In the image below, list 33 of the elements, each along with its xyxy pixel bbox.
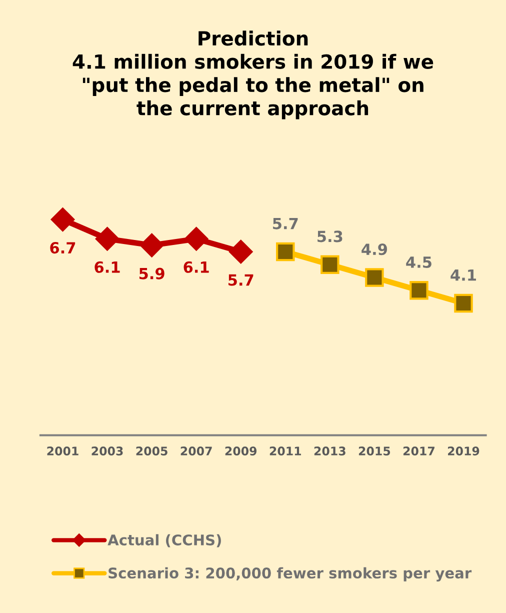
point	[454, 294, 473, 313]
data-label: 6.1	[94, 261, 120, 273]
x-tick-label: 2009	[225, 446, 257, 456]
point	[410, 280, 428, 300]
point	[50, 208, 75, 232]
chart-title: Prediction 4.1 million smokers in 2019 if we "put the pedal to the metal" on the current approach	[72, 30, 434, 120]
data-label: 4.1	[450, 269, 476, 281]
x-tick-label: 2011	[270, 446, 301, 456]
point	[140, 233, 164, 258]
legend-label: Scenario 3: 200,000 fewer smokers per year	[108, 567, 472, 582]
point	[365, 268, 384, 287]
data-label: 5.7	[228, 274, 254, 286]
point	[276, 242, 295, 262]
x-tick-label: 2005	[136, 446, 168, 456]
x-tick-label: 2003	[92, 446, 123, 456]
data-label: 6.1	[184, 261, 209, 273]
x-tick-label: 2001	[47, 446, 78, 456]
x-tick-label: 2007	[180, 446, 212, 456]
x-tick-label: 2017	[403, 446, 434, 456]
data-label: 4.5	[406, 256, 432, 268]
x-tick-label: 2019	[448, 446, 480, 456]
data-label: 5.7	[273, 218, 298, 230]
data-label: 4.9	[362, 244, 387, 256]
data-label: 5.3	[318, 230, 342, 242]
point	[95, 227, 120, 251]
data-label: 6.7	[50, 242, 76, 254]
point	[320, 255, 340, 274]
point	[229, 240, 253, 264]
legend-label: Actual (CCHS)	[108, 534, 221, 548]
x-tick-label: 2015	[358, 446, 390, 456]
point	[184, 227, 208, 251]
data-label: 5.9	[139, 268, 164, 280]
x-tick-label: 2013	[314, 446, 346, 456]
